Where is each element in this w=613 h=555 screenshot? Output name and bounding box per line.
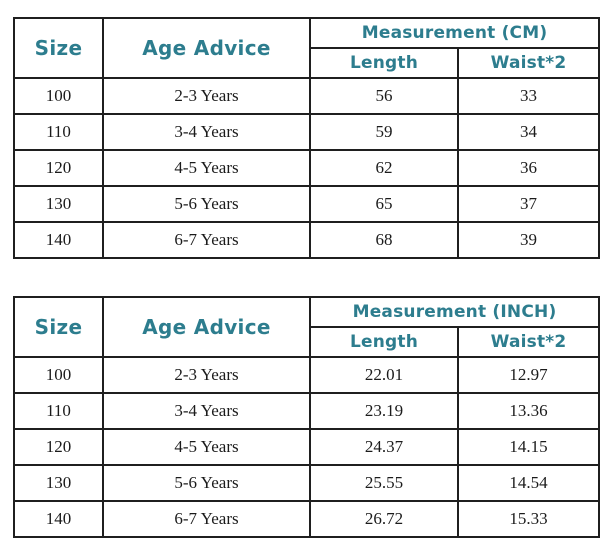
table-row: 100 2-3 Years 56 33 [13, 77, 601, 115]
measurement-cm-group-header: Measurement (CM) [308, 17, 601, 49]
column-header-waist: Waist*2 [456, 47, 601, 79]
age-cell: 5-6 Years [102, 464, 311, 502]
length-cell: 68 [309, 221, 459, 259]
table-row: 110 3-4 Years 23.19 13.36 [13, 392, 600, 430]
length-cell: 23.19 [309, 392, 459, 430]
age-cell: 6-7 Years [102, 500, 311, 538]
table-row: 130 5-6 Years 65 37 [13, 185, 601, 223]
table-row: 100 2-3 Years 22.01 12.97 [13, 356, 600, 394]
length-cell: 59 [309, 113, 459, 151]
waist-cell: 14.54 [457, 464, 600, 502]
waist-cell: 36 [456, 149, 601, 187]
column-header-waist: Waist*2 [457, 326, 600, 358]
size-cell: 110 [13, 392, 104, 430]
waist-cell: 37 [456, 185, 601, 223]
size-chart-page: Size Age Advice Measurement (CM) Length … [13, 17, 601, 538]
size-cell: 120 [13, 428, 104, 466]
column-header-length: Length [309, 47, 459, 79]
waist-cell: 34 [456, 113, 601, 151]
waist-cell: 14.15 [457, 428, 600, 466]
measurement-inch-group-header: Measurement (INCH) [309, 296, 600, 328]
table-row: 140 6-7 Years 68 39 [13, 221, 601, 259]
table-row: 120 4-5 Years 62 36 [13, 149, 601, 187]
size-cell: 130 [13, 185, 104, 223]
size-cell: 100 [13, 356, 104, 394]
column-header-size: Size [13, 17, 104, 79]
age-cell: 3-4 Years [102, 113, 311, 151]
waist-cell: 12.97 [457, 356, 600, 394]
age-cell: 2-3 Years [102, 356, 311, 394]
age-cell: 5-6 Years [102, 185, 311, 223]
length-cell: 24.37 [309, 428, 459, 466]
size-cell: 110 [13, 113, 104, 151]
column-header-age-advice: Age Advice [102, 296, 311, 358]
size-table-inch: Size Age Advice Measurement (INCH) Lengt… [13, 296, 600, 538]
age-cell: 3-4 Years [102, 392, 311, 430]
size-cell: 140 [13, 500, 104, 538]
size-cell: 130 [13, 464, 104, 502]
column-header-age-advice: Age Advice [102, 17, 311, 79]
table-row: 130 5-6 Years 25.55 14.54 [13, 464, 600, 502]
length-cell: 62 [309, 149, 459, 187]
header-row-sub: Length Waist*2 [14, 47, 601, 79]
column-header-length: Length [309, 326, 459, 358]
age-cell: 2-3 Years [102, 77, 311, 115]
length-cell: 56 [309, 77, 459, 115]
waist-cell: 13.36 [457, 392, 600, 430]
table-row: 110 3-4 Years 59 34 [13, 113, 601, 151]
age-cell: 4-5 Years [102, 428, 311, 466]
waist-cell: 33 [456, 77, 601, 115]
size-cell: 120 [13, 149, 104, 187]
header-row-main: Size Age Advice Measurement (INCH) [13, 296, 600, 358]
length-cell: 22.01 [309, 356, 459, 394]
length-cell: 26.72 [309, 500, 459, 538]
header-row-main: Size Age Advice Measurement (CM) [13, 17, 601, 79]
size-cell: 140 [13, 221, 104, 259]
table-row: 120 4-5 Years 24.37 14.15 [13, 428, 600, 466]
size-table-cm: Size Age Advice Measurement (CM) Length … [13, 17, 601, 259]
length-cell: 65 [309, 185, 459, 223]
waist-cell: 15.33 [457, 500, 600, 538]
table-row: 140 6-7 Years 26.72 15.33 [13, 500, 600, 538]
column-header-size: Size [13, 296, 104, 358]
age-cell: 4-5 Years [102, 149, 311, 187]
header-row-sub: Length Waist*2 [14, 326, 600, 358]
length-cell: 25.55 [309, 464, 459, 502]
age-cell: 6-7 Years [102, 221, 311, 259]
size-cell: 100 [13, 77, 104, 115]
waist-cell: 39 [456, 221, 601, 259]
